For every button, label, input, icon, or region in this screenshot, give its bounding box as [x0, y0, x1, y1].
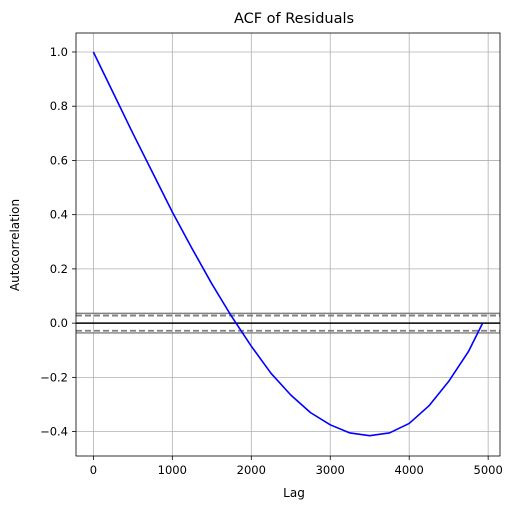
reference-lines [76, 312, 500, 334]
y-tick-label: 0.0 [50, 316, 68, 330]
x-tick-label: 5000 [474, 463, 503, 477]
y-axis-label: Autocorrelation [8, 199, 22, 291]
y-axis: −0.4 −0.2 0.0 0.2 0.4 0.6 0.8 1.0 [40, 45, 76, 439]
x-tick-label: 2000 [237, 463, 266, 477]
x-axis-label: Lag [283, 486, 305, 500]
plot-frame [75, 32, 501, 457]
chart-title: ACF of Residuals [234, 11, 354, 27]
x-tick-label: 3000 [316, 463, 345, 477]
y-tick-label: 0.8 [50, 99, 68, 113]
y-tick-label: 0.6 [50, 153, 68, 167]
y-tick-label: 1.0 [50, 45, 68, 59]
x-tick-label: 1000 [158, 463, 187, 477]
y-tick-label: −0.4 [40, 425, 68, 439]
x-tick-label: 0 [90, 463, 97, 477]
acf-series-line [92, 51, 484, 437]
y-tick-label: 0.2 [50, 262, 68, 276]
series-group [92, 51, 484, 437]
y-tick-label: 0.4 [50, 208, 68, 222]
x-tick-label: 4000 [395, 463, 424, 477]
y-tick-label: −0.2 [40, 370, 68, 384]
x-axis: 0 1000 2000 3000 4000 5000 [90, 456, 503, 477]
